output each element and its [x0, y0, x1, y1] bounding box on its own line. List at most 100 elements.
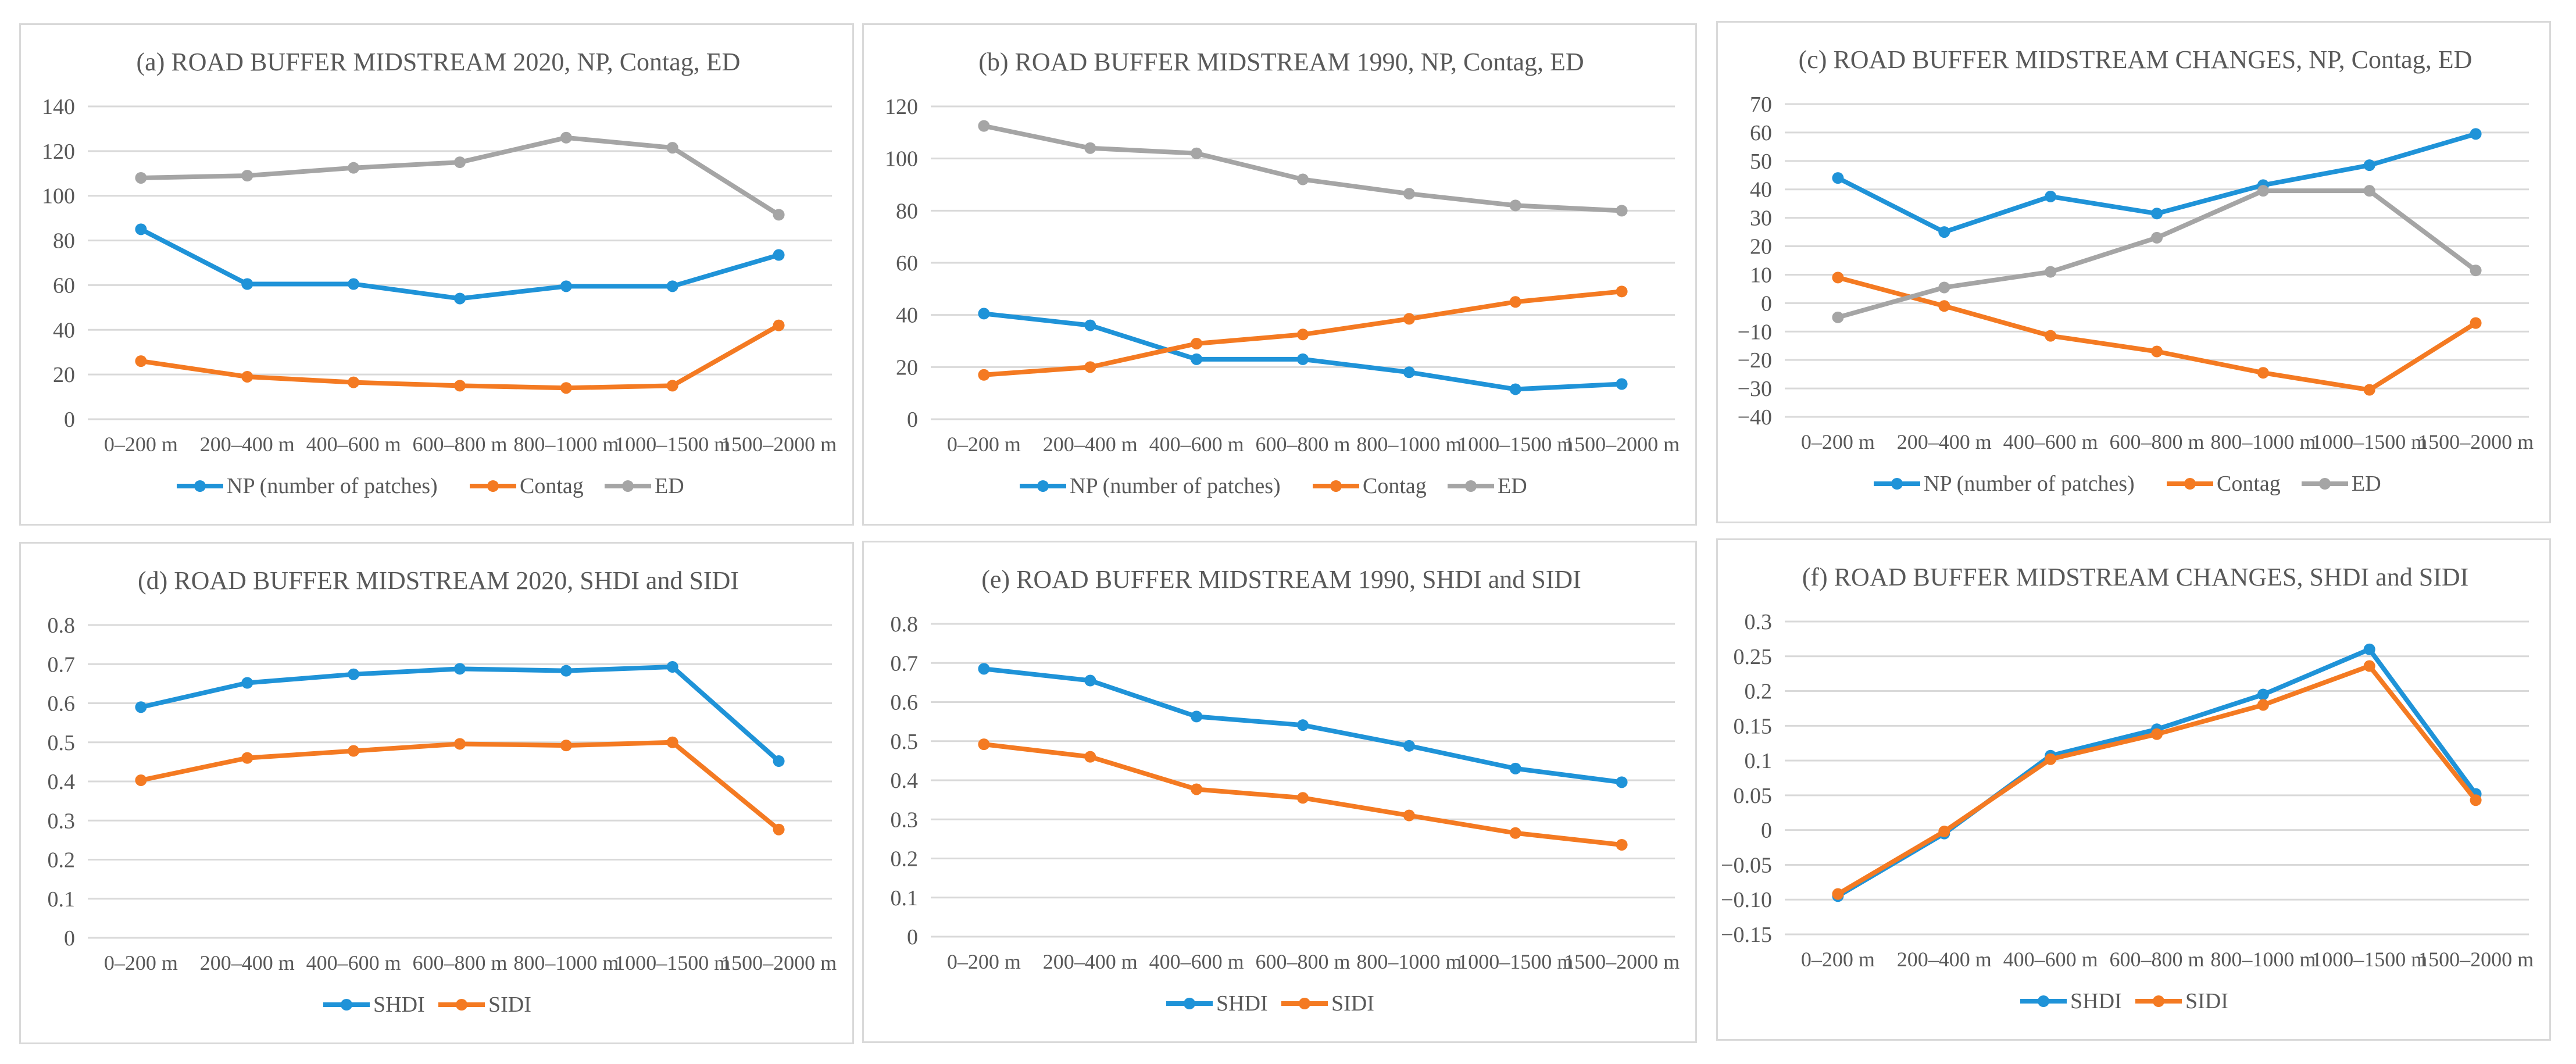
y-tick-label: 40	[1750, 178, 1772, 202]
data-point	[2363, 643, 2375, 655]
data-point	[454, 156, 466, 169]
x-tick-label: 200–400 m	[200, 951, 295, 974]
data-point	[1191, 353, 1203, 365]
data-point	[1403, 809, 1415, 822]
data-point	[1616, 205, 1628, 217]
y-tick-label: 0.15	[1734, 714, 1773, 738]
legend-label: NP (number of patches)	[227, 474, 438, 498]
chart-f-svg: (f) ROAD BUFFER MIDSTREAM CHANGES, SHDI …	[1721, 563, 2534, 1013]
data-point	[241, 752, 253, 764]
legend-marker	[2153, 995, 2164, 1007]
legend: SHDI SIDI	[1166, 991, 1374, 1016]
legend-label: NP (number of patches)	[1070, 474, 1281, 498]
x-tick-label: 0–200 m	[947, 433, 1021, 456]
data-point	[2045, 266, 2057, 278]
data-point	[1616, 285, 1628, 298]
x-tick-label: 1000–1500 m	[2311, 948, 2427, 971]
x-tick-label: 600–800 m	[2109, 430, 2204, 454]
data-point	[2363, 185, 2375, 197]
data-point	[560, 740, 572, 752]
data-point	[1084, 319, 1096, 331]
legend-label: SIDI	[2185, 989, 2228, 1013]
x-tick-label: 600–800 m	[412, 433, 507, 456]
y-tick-label: −0.10	[1721, 888, 1772, 912]
data-point	[666, 142, 678, 154]
legend-marker	[2319, 478, 2331, 490]
data-point	[2363, 384, 2375, 396]
x-tick-label: 1500–2000 m	[721, 433, 837, 456]
data-point	[2363, 159, 2375, 172]
data-point	[666, 736, 678, 748]
series-line-contag	[140, 323, 780, 391]
legend-marker	[194, 480, 206, 492]
data-point	[1938, 826, 1950, 838]
data-point	[1297, 719, 1309, 731]
data-point	[560, 382, 572, 394]
data-point	[348, 376, 360, 388]
y-tick-label: −10	[1738, 320, 1772, 344]
x-tick-label: 400–600 m	[1149, 950, 1244, 973]
y-tick-label: 0.2	[1745, 680, 1773, 704]
data-point	[2151, 208, 2163, 220]
y-tick-label: 10	[1750, 263, 1772, 287]
chart-panel-a: (a) ROAD BUFFER MIDSTREAM 2020, NP, Cont…	[19, 23, 854, 526]
data-point	[454, 738, 466, 750]
legend-label: SHDI	[1216, 991, 1268, 1016]
y-tick-label: 0.5	[891, 730, 919, 754]
legend: NP (number of patches) Contag ED	[1874, 472, 2381, 496]
series-line-contag	[1837, 275, 2477, 392]
y-tick-label: 40	[896, 304, 918, 328]
legend: SHDI SIDI	[2020, 989, 2228, 1013]
x-tick-label: 0–200 m	[104, 433, 178, 456]
legend: NP (number of patches) Contag ED	[1020, 474, 1527, 498]
legend-marker	[2184, 478, 2196, 490]
data-point	[241, 677, 253, 689]
y-tick-label: 60	[53, 273, 75, 298]
data-point	[2151, 231, 2163, 244]
data-point	[560, 665, 572, 677]
legend-marker	[487, 480, 499, 492]
data-point	[1403, 740, 1415, 752]
x-tick-label: 600–800 m	[1255, 950, 1350, 973]
data-point	[978, 308, 990, 320]
data-point	[1084, 674, 1096, 687]
data-point	[241, 170, 253, 182]
x-tick-label: 0–200 m	[1801, 948, 1875, 971]
chart-title: (f) ROAD BUFFER MIDSTREAM CHANGES, SHDI …	[1802, 563, 2469, 591]
data-point	[2470, 317, 2482, 329]
y-tick-label: 0	[64, 926, 75, 951]
y-tick-label: 0.1	[891, 886, 919, 911]
data-point	[1403, 313, 1415, 325]
data-point	[135, 223, 147, 235]
x-tick-label: 1000–1500 m	[614, 951, 730, 974]
data-point	[1084, 142, 1096, 154]
x-tick-label: 1000–1500 m	[1457, 433, 1573, 456]
x-tick-label: 0–200 m	[947, 950, 1021, 973]
data-point	[2257, 688, 2269, 701]
y-tick-label: 0.1	[1745, 749, 1773, 773]
chart-e-svg: (e) ROAD BUFFER MIDSTREAM 1990, SHDI and…	[891, 565, 1680, 1016]
x-tick-label: 400–600 m	[2003, 948, 2098, 971]
series-line-np	[983, 311, 1622, 392]
chart-a-svg: (a) ROAD BUFFER MIDSTREAM 2020, NP, Cont…	[42, 48, 837, 498]
data-point	[1297, 329, 1309, 341]
data-point	[773, 249, 785, 261]
chart-b-svg: (b) ROAD BUFFER MIDSTREAM 1990, NP, Cont…	[885, 48, 1680, 498]
x-tick-label: 800–1000 m	[2210, 948, 2316, 971]
legend-marker	[1184, 998, 1195, 1009]
data-point	[348, 278, 360, 290]
legend-marker	[456, 999, 467, 1011]
y-tick-label: 0.05	[1734, 784, 1773, 808]
x-tick-label: 200–400 m	[1897, 948, 1992, 971]
x-tick-label: 200–400 m	[1043, 950, 1138, 973]
y-tick-label: 120	[885, 95, 918, 119]
data-point	[1509, 383, 1521, 395]
y-tick-label: −20	[1738, 348, 1772, 373]
x-tick-label: 800–1000 m	[1356, 433, 1462, 456]
legend-label: SHDI	[2070, 989, 2122, 1013]
chart-title: (a) ROAD BUFFER MIDSTREAM 2020, NP, Cont…	[137, 48, 741, 76]
data-point	[454, 663, 466, 675]
data-point	[135, 701, 147, 713]
y-tick-label: 0.2	[48, 848, 76, 873]
data-point	[241, 278, 253, 290]
